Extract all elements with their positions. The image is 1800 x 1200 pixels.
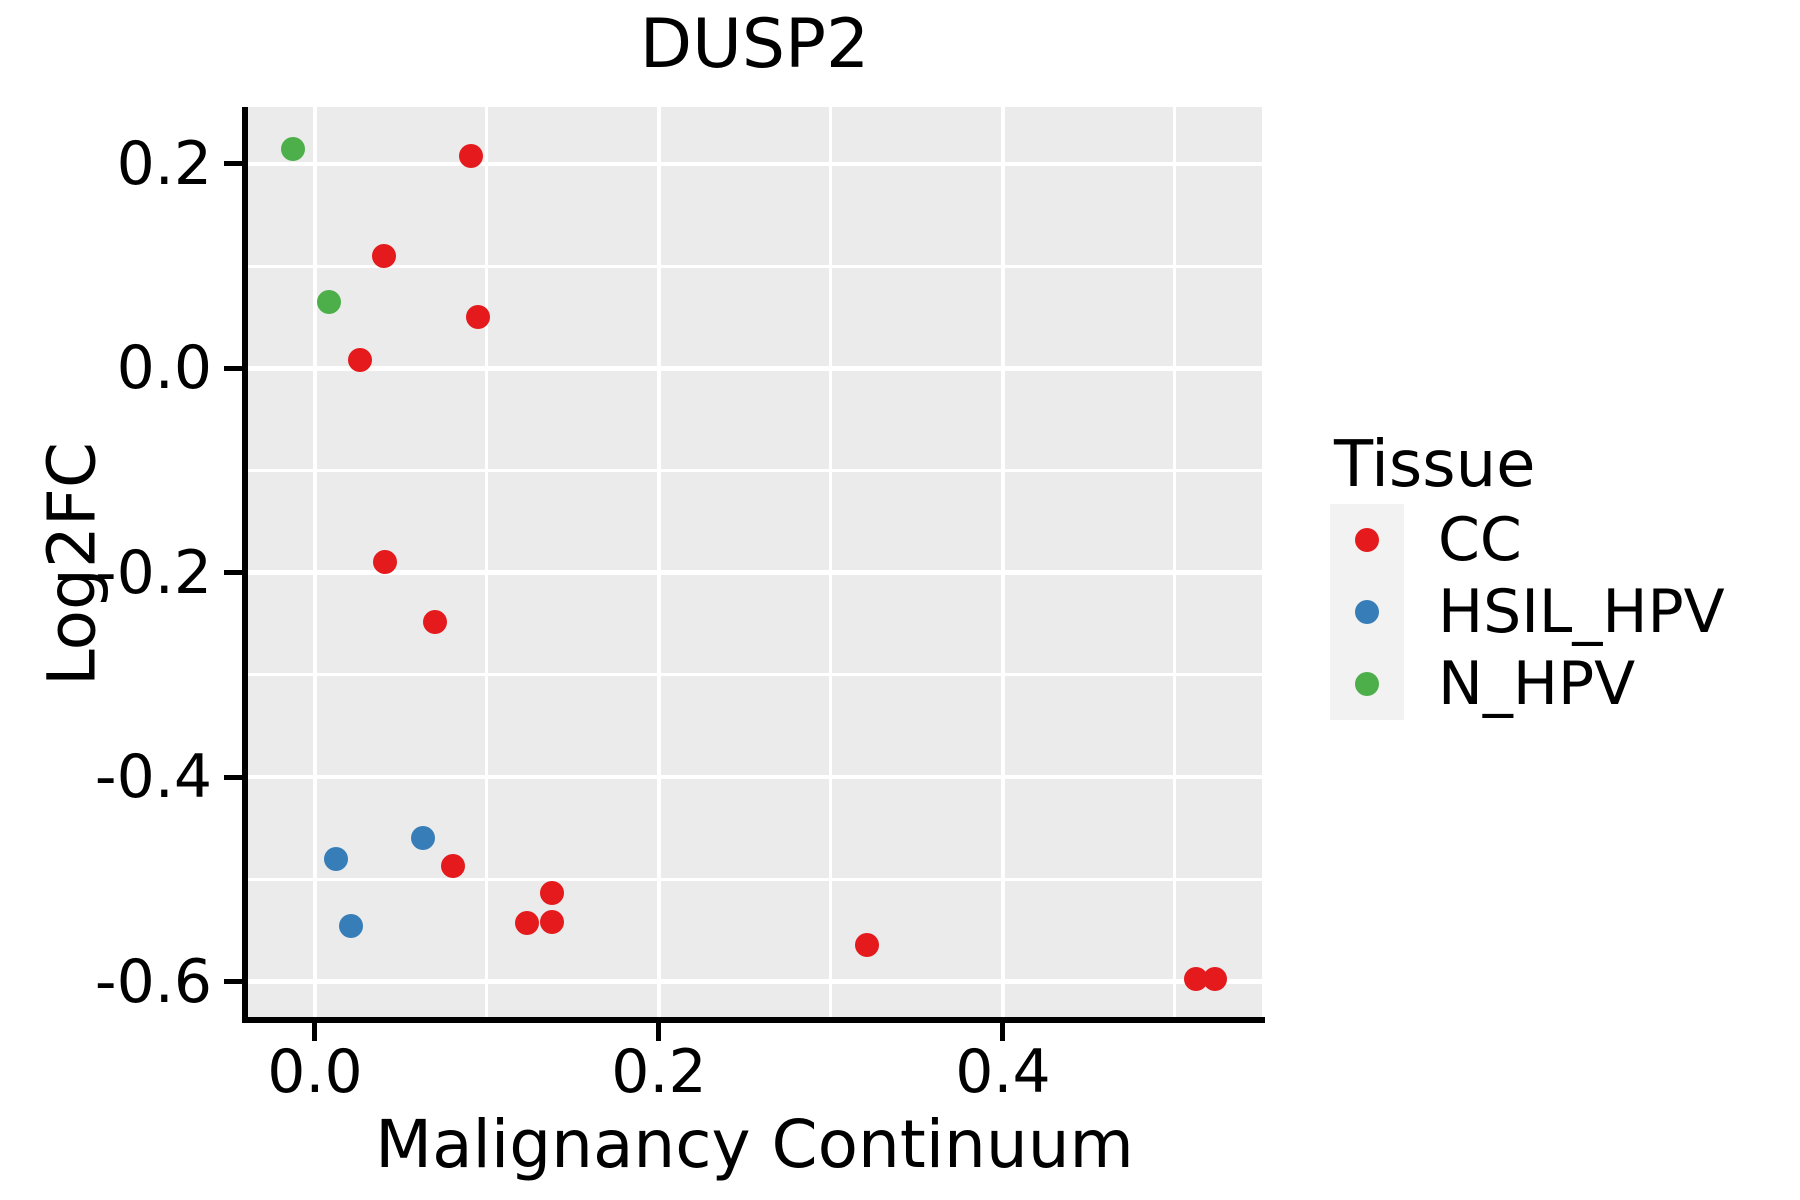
data-point-HSIL_HPV	[323, 846, 348, 871]
x-axis-title: Malignancy Continuum	[375, 1106, 1134, 1183]
gridline-x-major	[312, 107, 318, 1020]
gridline-y-major	[247, 366, 1262, 371]
data-point-CC	[459, 143, 484, 168]
gridline-y-minor	[247, 877, 1262, 881]
gridline-y-minor	[247, 673, 1262, 677]
gridline-y-major	[247, 570, 1262, 575]
x-tick-mark	[1000, 1023, 1006, 1041]
y-tick-mark	[224, 365, 242, 371]
y-tick-mark	[224, 979, 242, 985]
legend-key-CC	[1330, 504, 1404, 576]
data-point-CC	[1202, 966, 1227, 991]
data-point-CC	[440, 854, 465, 879]
legend-title: Tissue	[1334, 428, 1536, 502]
legend-key-N_HPV	[1330, 648, 1404, 720]
gridline-x-major	[1000, 107, 1006, 1020]
gridline-y-minor	[247, 468, 1262, 472]
data-point-CC	[371, 243, 396, 268]
x-axis-line	[242, 1017, 1265, 1023]
data-point-N_HPV	[316, 289, 341, 314]
data-point-CC	[540, 910, 565, 935]
y-tick-label: -0.4	[94, 742, 212, 813]
x-tick-mark	[312, 1023, 318, 1041]
gridline-x-major	[656, 107, 662, 1020]
gridline-y-major	[247, 161, 1262, 167]
data-point-HSIL_HPV	[411, 826, 436, 851]
data-point-CC	[855, 932, 880, 957]
data-point-CC	[373, 550, 398, 575]
gridline-x-minor	[829, 107, 833, 1020]
y-tick-label: 0.2	[116, 128, 212, 199]
data-point-N_HPV	[280, 136, 305, 161]
x-tick-label: 0.0	[267, 1037, 363, 1107]
legend-key-HSIL_HPV	[1330, 576, 1404, 648]
data-point-CC	[514, 911, 539, 936]
data-point-HSIL_HPV	[339, 914, 364, 939]
x-tick-label: 0.2	[611, 1037, 707, 1107]
gridline-y-major	[247, 774, 1262, 780]
gridline-x-minor	[1173, 107, 1177, 1020]
y-axis-line	[242, 107, 248, 1023]
x-tick-label: 0.4	[955, 1037, 1051, 1107]
data-point-CC	[423, 609, 448, 634]
legend-dot-HSIL_HPV	[1355, 600, 1379, 624]
y-tick-label: 0.0	[116, 333, 212, 404]
y-tick-mark	[224, 774, 242, 780]
legend-keys	[1330, 504, 1404, 720]
y-tick-mark	[224, 161, 242, 167]
y-tick-label: -0.2	[94, 537, 212, 608]
y-tick-mark	[224, 570, 242, 576]
data-point-CC	[347, 348, 372, 373]
legend-dot-CC	[1355, 528, 1379, 552]
data-point-CC	[540, 880, 565, 905]
y-tick-label: -0.6	[94, 946, 212, 1017]
legend-label-HSIL_HPV: HSIL_HPV	[1438, 577, 1725, 647]
legend-label-N_HPV: N_HPV	[1438, 649, 1636, 719]
gridline-y-major	[247, 979, 1262, 984]
plot-panel	[247, 107, 1262, 1020]
x-tick-mark	[656, 1023, 662, 1041]
legend-label-CC: CC	[1438, 505, 1522, 575]
gridline-y-minor	[247, 264, 1262, 268]
legend-dot-N_HPV	[1355, 672, 1379, 696]
gridline-x-minor	[485, 107, 489, 1020]
data-point-CC	[466, 305, 491, 330]
chart-title: DUSP2	[639, 5, 870, 84]
